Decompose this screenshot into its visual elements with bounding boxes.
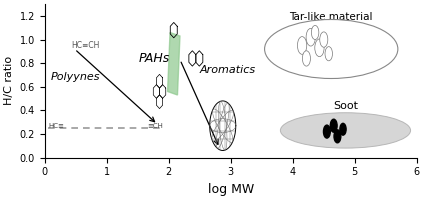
Ellipse shape [265,20,398,79]
Circle shape [324,125,330,138]
Circle shape [320,32,328,47]
Text: Tar-like material: Tar-like material [290,12,373,22]
Circle shape [334,130,341,143]
Polygon shape [167,32,180,95]
Circle shape [302,51,310,66]
Text: HC≡CH: HC≡CH [71,41,99,50]
Circle shape [325,47,332,61]
Text: PAHs: PAHs [139,52,170,65]
Text: Soot: Soot [333,101,358,111]
Circle shape [340,123,346,135]
Circle shape [330,119,337,132]
Circle shape [311,25,319,40]
Ellipse shape [280,113,410,148]
Text: ≡CH: ≡CH [147,123,163,129]
Y-axis label: H/C ratio: H/C ratio [4,56,14,105]
Circle shape [315,39,324,57]
Text: Aromatics: Aromatics [200,65,256,75]
Circle shape [306,28,315,46]
Text: HC≡: HC≡ [48,123,64,129]
Circle shape [298,37,307,54]
Text: Polyynes: Polyynes [51,72,100,82]
X-axis label: log MW: log MW [208,183,254,196]
